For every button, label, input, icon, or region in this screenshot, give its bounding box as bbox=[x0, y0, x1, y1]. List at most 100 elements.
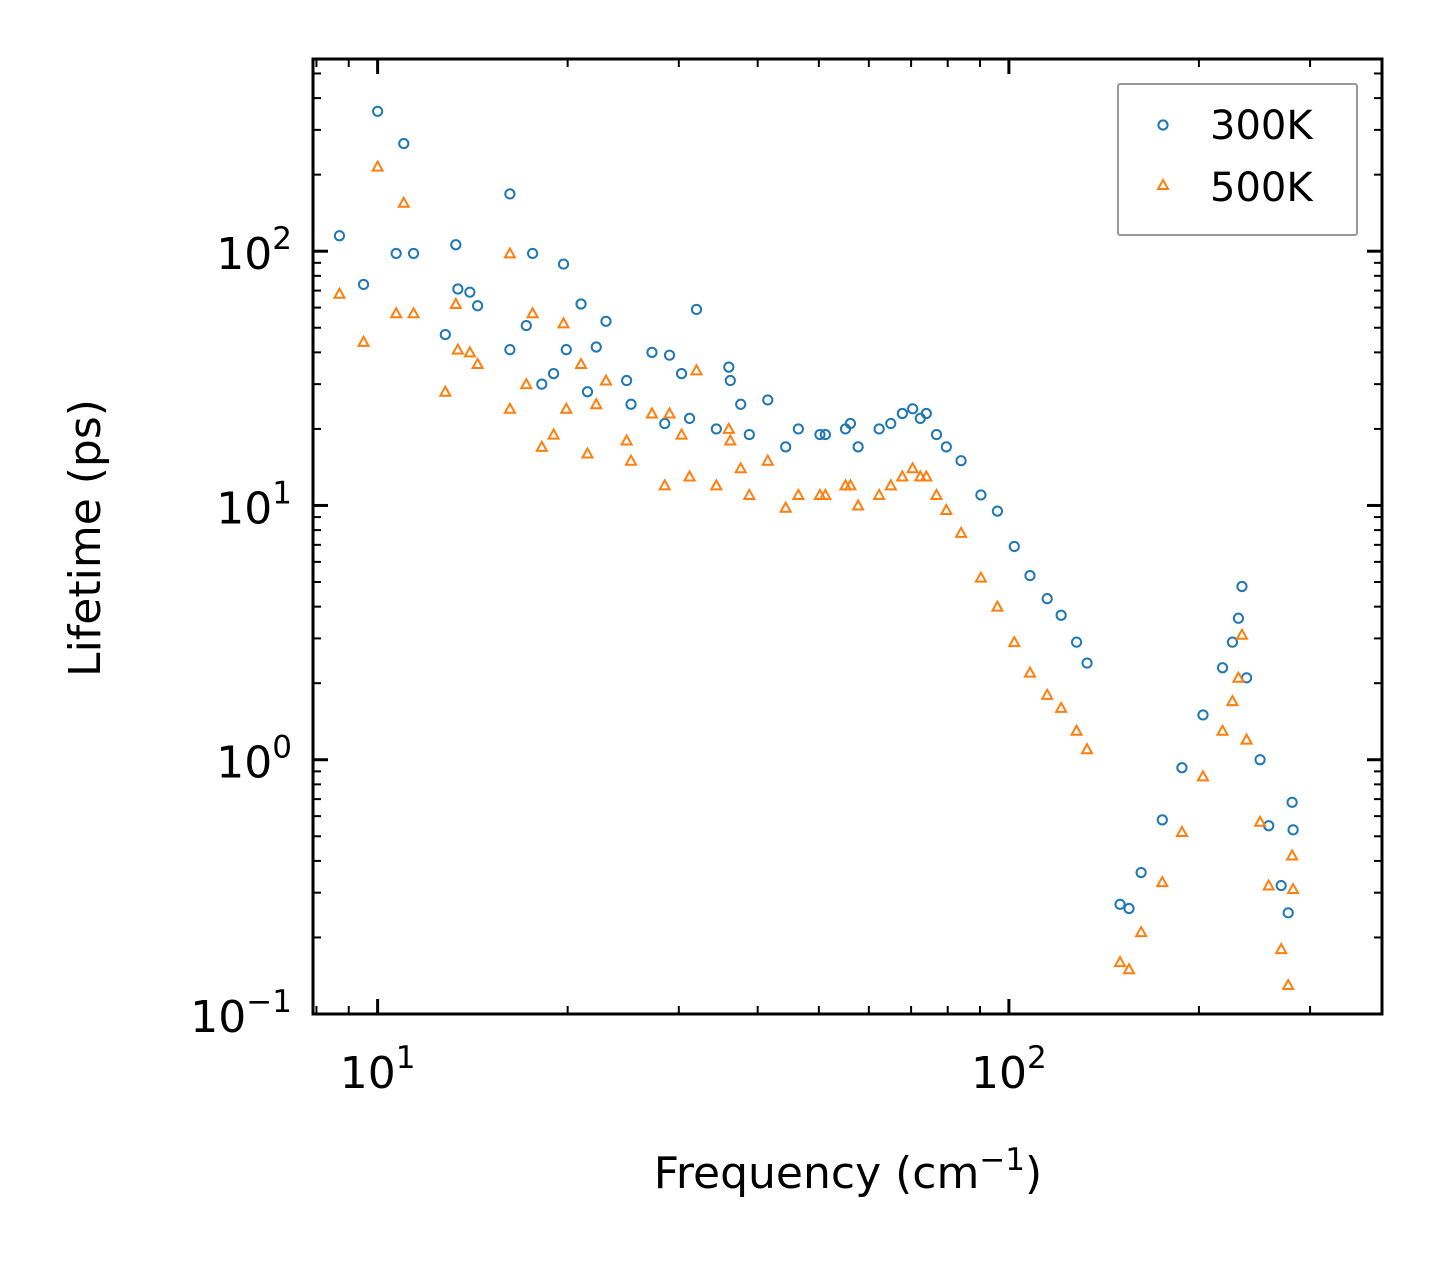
data-point-300k bbox=[390, 247, 402, 260]
data-point-300k bbox=[675, 368, 688, 380]
data-point-300k bbox=[663, 349, 676, 361]
data-point-500k bbox=[818, 487, 833, 500]
data-point-500k bbox=[682, 469, 697, 482]
data-point-300k bbox=[814, 428, 826, 441]
data-point-500k bbox=[939, 502, 954, 515]
data-point-500k bbox=[905, 461, 920, 474]
data-point-300k bbox=[1156, 814, 1168, 826]
data-point-300k bbox=[844, 417, 857, 430]
data-point-500k bbox=[449, 296, 463, 309]
data-point-300k bbox=[1070, 636, 1083, 648]
data-point-500k bbox=[974, 570, 988, 583]
data-point-300k bbox=[1254, 754, 1266, 766]
data-point-500k bbox=[722, 421, 736, 434]
data-point-300k bbox=[940, 441, 952, 453]
data-point-500k bbox=[674, 427, 689, 440]
data-point-300k bbox=[907, 403, 919, 415]
data-point-300k bbox=[646, 346, 658, 358]
data-point-300k bbox=[398, 137, 410, 150]
data-point-300k bbox=[1008, 540, 1020, 553]
data-point-500k bbox=[662, 406, 677, 419]
data-point-300k bbox=[743, 428, 755, 441]
data-point-300k bbox=[357, 278, 370, 291]
data-point-500k bbox=[503, 246, 517, 259]
data-point-500k bbox=[1040, 687, 1054, 700]
data-point-500k bbox=[599, 373, 613, 386]
data-point-500k bbox=[1231, 670, 1246, 683]
data-point-500k bbox=[1225, 694, 1240, 707]
data-point-500k bbox=[438, 384, 453, 397]
data-point-500k bbox=[1253, 814, 1267, 827]
data-point-300k bbox=[600, 315, 612, 327]
x-tick-label: 102 bbox=[971, 1040, 1047, 1099]
data-point-300k bbox=[1114, 898, 1126, 910]
data-point-500k bbox=[1134, 925, 1148, 938]
legend-label-500k: 500K bbox=[1210, 165, 1314, 211]
data-point-300k bbox=[464, 286, 476, 298]
data-point-500k bbox=[723, 433, 738, 446]
data-point-500k bbox=[1215, 723, 1230, 736]
data-point-500k bbox=[990, 599, 1005, 612]
x-tick-label: 101 bbox=[340, 1040, 416, 1099]
data-point-500k bbox=[519, 377, 534, 390]
data-point-500k bbox=[778, 500, 793, 513]
data-point-300k bbox=[547, 368, 560, 380]
data-point-300k bbox=[724, 374, 736, 387]
data-point-500k bbox=[689, 363, 704, 376]
data-point-500k bbox=[1122, 962, 1136, 975]
data-point-500k bbox=[1023, 665, 1037, 678]
data-point-500k bbox=[556, 316, 571, 329]
data-point-300k bbox=[452, 283, 464, 295]
data-point-300k bbox=[333, 230, 346, 242]
data-point-300k bbox=[690, 303, 703, 316]
y-tick-label: 101 bbox=[216, 475, 292, 534]
x-axis-label: Frequency (cm−1) bbox=[654, 1142, 1042, 1199]
data-point-300k bbox=[819, 428, 831, 441]
data-point-500k bbox=[761, 453, 775, 466]
data-point-300k bbox=[575, 298, 587, 310]
data-point-300k bbox=[930, 428, 943, 441]
data-point-300k bbox=[520, 319, 532, 332]
data-point-500k bbox=[1262, 878, 1276, 891]
data-point-500k bbox=[580, 446, 595, 459]
data-point-500k bbox=[791, 487, 806, 500]
data-point-500k bbox=[734, 461, 748, 474]
data-point-300k bbox=[852, 441, 864, 453]
data-point-500k bbox=[397, 195, 411, 208]
legend-marker-500k bbox=[1156, 177, 1170, 190]
y-tick-label: 102 bbox=[216, 221, 292, 280]
data-point-500k bbox=[1175, 824, 1189, 837]
data-point-300k bbox=[450, 239, 462, 251]
data-point-500k bbox=[645, 406, 659, 419]
y-tick-labels: 10−1 100 101 102 bbox=[190, 221, 292, 1043]
data-point-500k bbox=[1196, 769, 1210, 782]
data-point-500k bbox=[1054, 700, 1068, 713]
data-point-300k bbox=[873, 423, 885, 435]
data-point-500k bbox=[929, 487, 944, 500]
plot-frame bbox=[311, 57, 1384, 1016]
data-point-500k bbox=[546, 427, 561, 440]
data-point-300k bbox=[504, 344, 516, 356]
data-point-500k bbox=[851, 498, 865, 511]
data-point-300k bbox=[1041, 593, 1053, 605]
data-point-500k bbox=[370, 159, 385, 172]
data-point-500k bbox=[709, 478, 724, 491]
data-point-500k bbox=[1113, 955, 1127, 968]
data-point-300k bbox=[735, 398, 747, 410]
data-point-300k bbox=[762, 394, 774, 406]
data-point-500k bbox=[535, 439, 549, 452]
data-point-500k bbox=[843, 478, 858, 491]
data-point-500k bbox=[356, 334, 371, 347]
data-point-300k bbox=[439, 328, 451, 341]
data-point-500k bbox=[872, 487, 886, 500]
data-point-300k bbox=[372, 105, 384, 117]
data-point-300k bbox=[1226, 636, 1239, 648]
data-point-500k bbox=[589, 397, 603, 410]
data-point-500k bbox=[919, 469, 934, 482]
data-point-500k bbox=[463, 345, 477, 358]
data-point-500k bbox=[1239, 732, 1254, 745]
data-point-300k bbox=[1024, 569, 1036, 582]
data-point-300k bbox=[1176, 762, 1188, 774]
data-point-500k bbox=[332, 286, 347, 299]
